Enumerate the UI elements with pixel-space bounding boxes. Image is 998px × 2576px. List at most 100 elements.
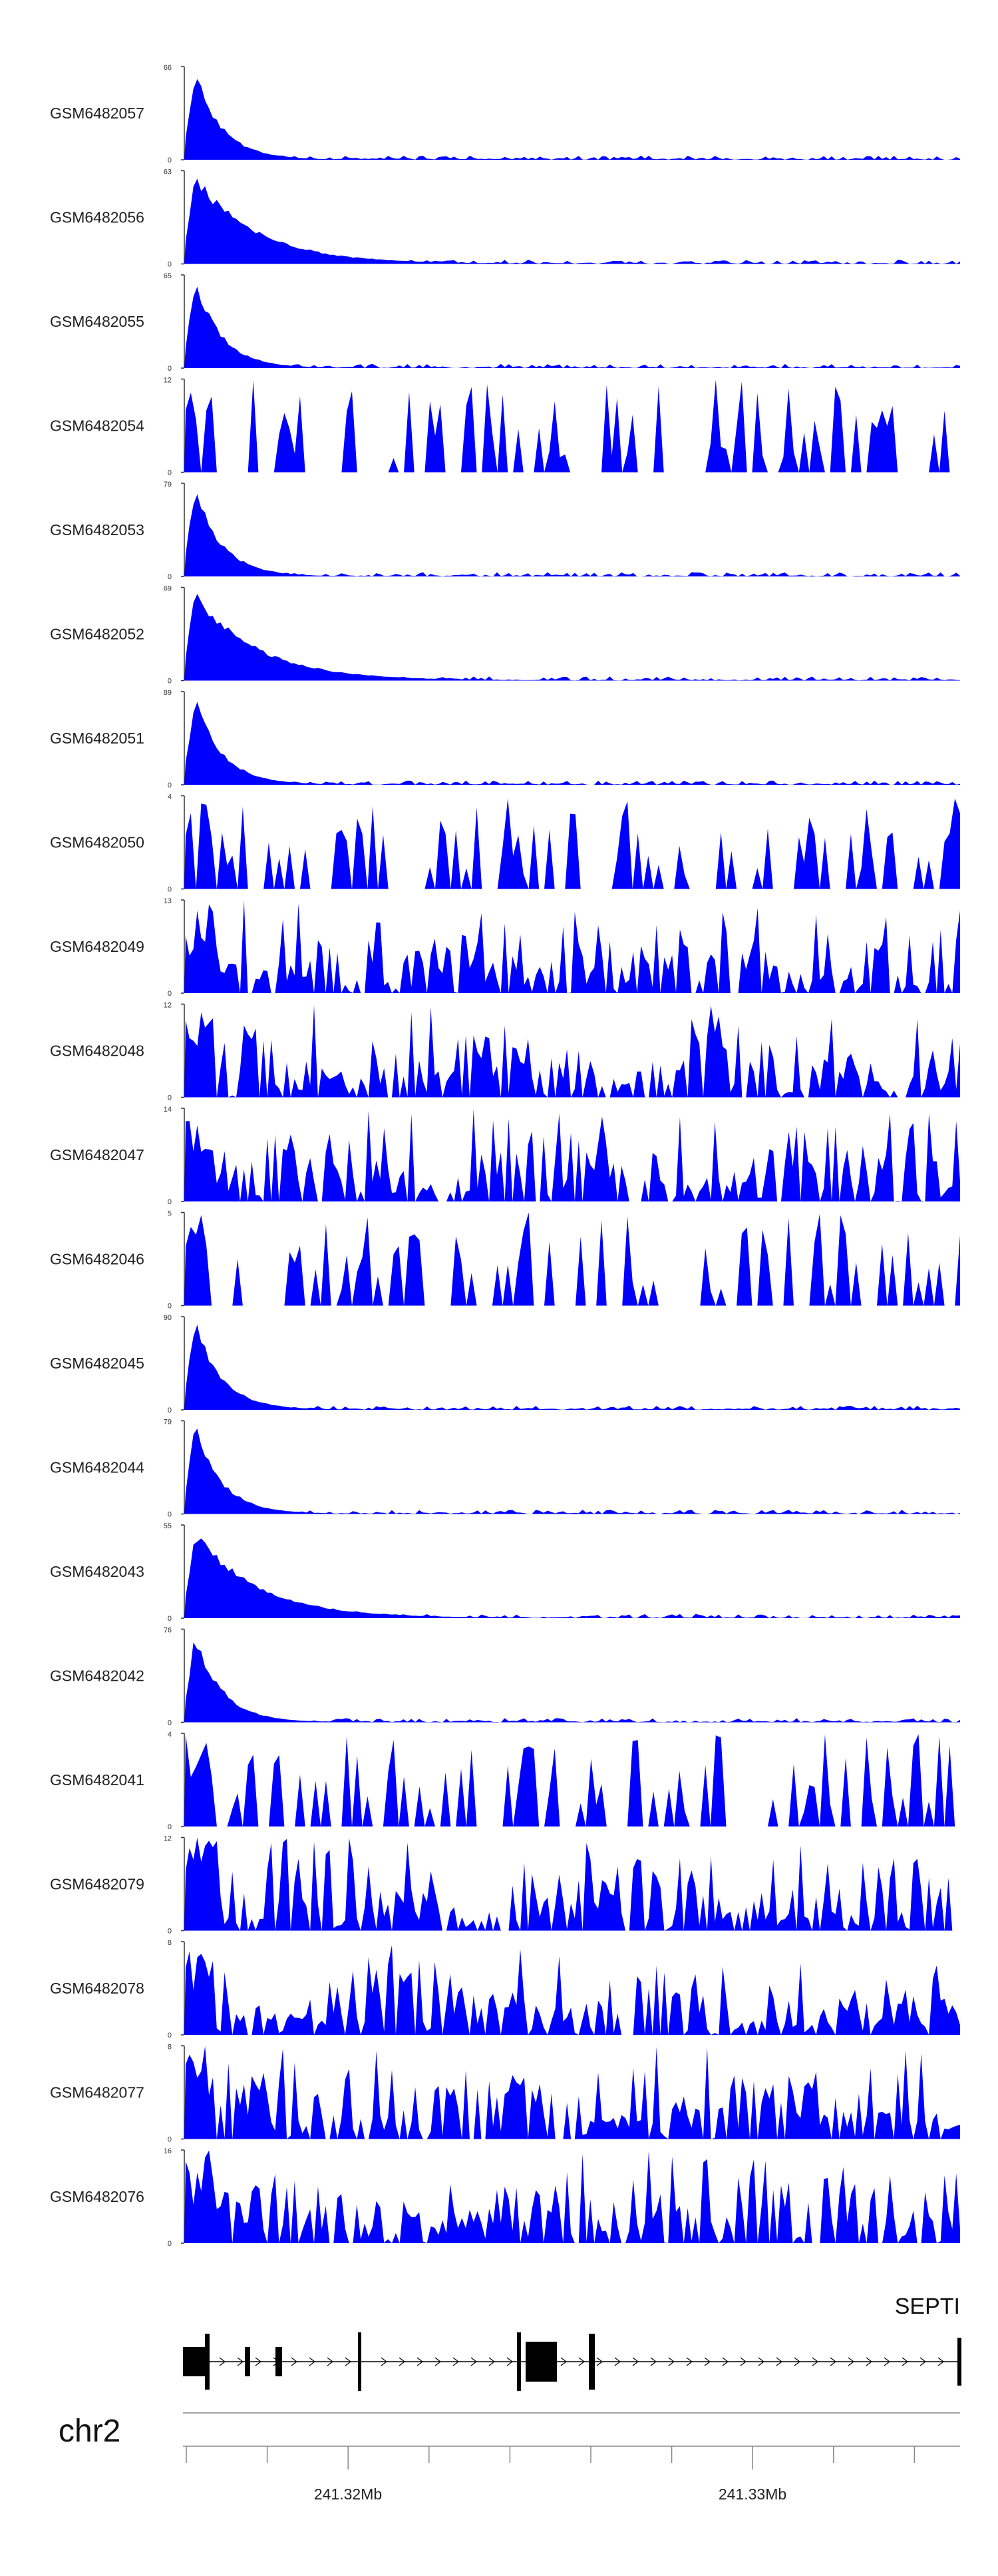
track-max-label: 66 — [164, 64, 172, 72]
gene-strand-arrow — [219, 2357, 226, 2366]
track-label: GSM6482048 — [50, 1042, 144, 1060]
gene-exon — [205, 2334, 210, 2390]
track-GSM6482051: GSM6482051 89 0 — [50, 689, 960, 789]
gene-strand-arrow — [345, 2357, 351, 2366]
coverage-area — [184, 702, 960, 785]
track-GSM6482049: GSM6482049 13 0 — [50, 897, 960, 998]
track-max-label: 76 — [164, 1627, 172, 1635]
gene-strand-arrow — [919, 2357, 926, 2366]
track-label: GSM6482079 — [50, 1876, 144, 1893]
track-min-label: 0 — [168, 678, 172, 686]
gene-strand-arrow — [291, 2357, 297, 2366]
track-min-label: 0 — [168, 365, 172, 373]
gene-exon — [589, 2334, 595, 2390]
gene-strand-arrow — [416, 2357, 423, 2366]
gene-exon — [358, 2332, 361, 2391]
track-min-label: 0 — [168, 573, 172, 581]
track-GSM6482079: GSM6482079 12 0 — [50, 1835, 960, 1936]
track-max-label: 16 — [164, 2147, 172, 2155]
gene-strand-arrow — [686, 2357, 693, 2366]
track-label: GSM6482057 — [50, 105, 144, 122]
track-label: GSM6482044 — [50, 1459, 144, 1476]
gene-strand-arrow — [830, 2357, 836, 2366]
coverage-area — [184, 1212, 960, 1306]
track-label: GSM6482042 — [50, 1667, 144, 1685]
track-max-label: 65 — [164, 272, 172, 280]
track-min-label: 0 — [168, 1511, 172, 1519]
track-max-label: 13 — [164, 897, 172, 905]
gene-strand-arrow — [884, 2357, 890, 2366]
coverage-area — [184, 1005, 960, 1098]
track-label: GSM6482050 — [50, 834, 144, 851]
track-max-label: 4 — [168, 793, 172, 801]
coverage-area — [184, 2046, 960, 2139]
track-min-label: 0 — [168, 1094, 172, 1102]
track-min-label: 0 — [168, 1928, 172, 1936]
track-min-label: 0 — [168, 1615, 172, 1623]
coverage-area — [184, 1837, 960, 1931]
gene-strand-arrow — [812, 2357, 818, 2366]
track-GSM6482045: GSM6482045 90 0 — [50, 1314, 960, 1414]
gene-exon — [957, 2338, 961, 2386]
track-label: GSM6482077 — [50, 2084, 144, 2101]
gene-exon — [275, 2347, 282, 2376]
track-min-label: 0 — [168, 1719, 172, 1727]
gene-strand-arrow — [381, 2357, 387, 2366]
track-max-label: 12 — [164, 1002, 172, 1010]
gene-strand-arrow — [614, 2357, 621, 2366]
track-min-label: 0 — [168, 1406, 172, 1414]
track-label: GSM6482043 — [50, 1563, 144, 1580]
track-label: GSM6482053 — [50, 521, 144, 538]
track-label: GSM6482054 — [50, 417, 144, 435]
coverage-area — [184, 1642, 960, 1723]
gene-strand-arrow — [309, 2357, 315, 2366]
gene-strand-arrow — [399, 2357, 405, 2366]
track-min-label: 0 — [168, 261, 172, 269]
track-label: GSM6482052 — [50, 626, 144, 643]
track-label: GSM6482041 — [50, 1771, 144, 1789]
gene-strand-arrow — [327, 2357, 333, 2366]
axis-tick-label: 241.33Mb — [719, 2485, 786, 2503]
gene-strand-arrow — [668, 2357, 675, 2366]
coverage-area — [184, 1428, 960, 1514]
track-GSM6482077: GSM6482077 8 0 — [50, 2043, 960, 2144]
gene-strand-arrow — [578, 2357, 585, 2366]
track-GSM6482041: GSM6482041 4 0 — [50, 1731, 960, 1831]
coverage-area — [184, 1325, 960, 1410]
gene-strand-arrow — [632, 2357, 639, 2366]
track-min-label: 0 — [168, 2240, 172, 2248]
track-min-label: 0 — [168, 2032, 172, 2039]
track-GSM6482054: GSM6482054 12 0 — [50, 377, 960, 477]
gene-strand-arrow — [758, 2357, 764, 2366]
track-max-label: 79 — [164, 481, 172, 489]
track-max-label: 8 — [168, 2043, 172, 2051]
track-min-label: 0 — [168, 1303, 172, 1311]
track-GSM6482044: GSM6482044 79 0 — [50, 1418, 960, 1519]
track-GSM6482055: GSM6482055 65 0 — [50, 272, 960, 373]
coverage-area — [184, 379, 960, 473]
coverage-area — [184, 900, 960, 993]
track-GSM6482046: GSM6482046 5 0 — [50, 1210, 960, 1311]
coverage-area — [184, 1109, 960, 1201]
coverage-area — [184, 798, 960, 889]
track-max-label: 4 — [168, 1731, 172, 1739]
gene-strand-arrow — [452, 2357, 459, 2366]
track-max-label: 5 — [168, 1210, 172, 1218]
gene-strand-arrow — [794, 2357, 800, 2366]
track-GSM6482043: GSM6482043 55 0 — [50, 1522, 960, 1623]
track-max-label: 69 — [164, 585, 172, 593]
gene-strand-arrow — [866, 2357, 872, 2366]
gene-name-label: SEPTI — [895, 2294, 960, 2319]
track-min-label: 0 — [168, 990, 172, 998]
track-GSM6482042: GSM6482042 76 0 — [50, 1627, 960, 1727]
gene-exon — [183, 2347, 208, 2376]
track-max-label: 8 — [168, 1939, 172, 1947]
track-label: GSM6482049 — [50, 938, 144, 955]
gene-strand-arrow — [470, 2357, 477, 2366]
gene-strand-arrow — [255, 2357, 261, 2366]
track-label: GSM6482046 — [50, 1251, 144, 1268]
gene-strand-arrow — [237, 2357, 244, 2366]
track-min-label: 0 — [168, 469, 172, 477]
track-label: GSM6482056 — [50, 209, 144, 226]
